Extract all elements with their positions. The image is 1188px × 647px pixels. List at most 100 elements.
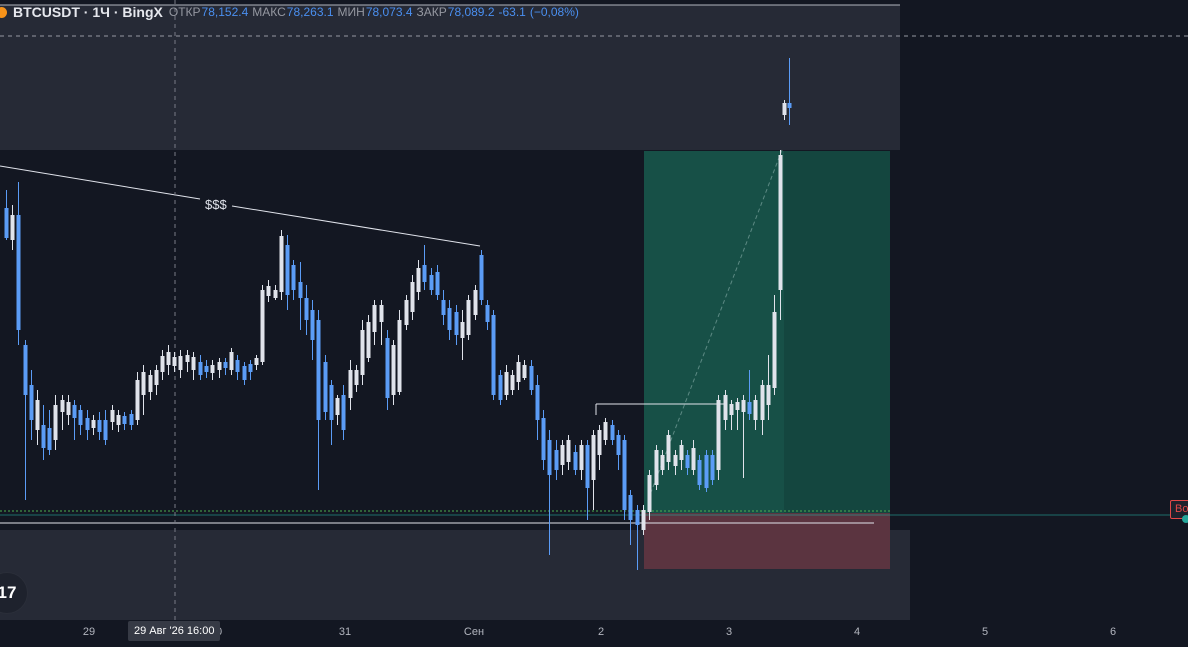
candle-body <box>782 103 787 115</box>
candle-body <box>85 418 90 430</box>
candle-body <box>710 455 715 480</box>
candle-body <box>223 362 228 368</box>
annotation-label: $$$ <box>205 197 227 212</box>
time-label: Сен <box>463 626 485 638</box>
candle-body <box>78 410 83 425</box>
candle-body <box>622 440 627 510</box>
long-position-stop-zone <box>644 513 890 569</box>
candle-body <box>229 352 234 370</box>
candle-body <box>716 400 721 470</box>
candle-body <box>529 366 534 390</box>
candle-body <box>772 312 777 388</box>
high-label: МАКС <box>252 5 286 19</box>
candle-body <box>91 420 96 428</box>
candle-body <box>685 455 690 468</box>
candle-body <box>135 380 140 420</box>
upper-range-zone <box>0 5 900 150</box>
price-alert-text: Bo <box>1175 503 1188 515</box>
candle-body <box>217 362 222 370</box>
candle-body <box>41 425 46 448</box>
candle-body <box>547 440 552 475</box>
candle-body <box>447 308 452 330</box>
time-label: 6 <box>1109 626 1117 638</box>
candle-body <box>541 418 546 460</box>
candle-body <box>35 400 40 430</box>
candle-body <box>704 455 709 488</box>
candle-body <box>616 435 621 455</box>
candle-body <box>279 236 284 292</box>
candle-body <box>404 300 409 325</box>
candle-body <box>597 430 602 455</box>
candle-body <box>154 370 159 385</box>
candle-body <box>248 364 253 372</box>
candle-body <box>397 320 402 392</box>
candle-body <box>566 440 571 462</box>
candle-body <box>160 356 165 372</box>
candle-body <box>673 455 678 466</box>
candle-body <box>410 282 415 312</box>
candle-body <box>697 460 702 485</box>
candle-body <box>747 402 752 414</box>
candle-body <box>603 422 608 440</box>
candle-body <box>341 395 346 430</box>
candle-body <box>666 435 671 462</box>
candle-body <box>291 265 296 290</box>
candle-body <box>323 362 328 412</box>
time-label: 3 <box>725 626 733 638</box>
candle-body <box>366 322 371 358</box>
candle-body <box>60 400 65 412</box>
candle-body <box>185 355 190 362</box>
low-label: МИН <box>337 5 365 19</box>
candle-body <box>679 445 684 460</box>
logo-text: 17 <box>0 583 17 602</box>
candle-body <box>522 365 527 378</box>
candle-body <box>422 265 427 282</box>
candle-body <box>310 310 315 340</box>
open-value: 78,152.4 <box>201 5 249 19</box>
candle-body <box>573 452 578 470</box>
candle-body <box>429 275 434 290</box>
candle-body <box>729 404 734 415</box>
candle-body <box>554 450 559 470</box>
candle-body <box>723 395 728 420</box>
candle-body <box>53 405 58 440</box>
candle-body <box>787 103 792 108</box>
symbol-name[interactable]: BTCUSDT · 1Ч · BingX <box>13 4 163 20</box>
candle-body <box>66 402 71 415</box>
candle-body <box>266 286 271 296</box>
candle-body <box>391 345 396 395</box>
change-value: -63.1 <box>498 5 526 19</box>
candle-body <box>198 362 203 375</box>
ohlc-values: ОТКР 78,152.4 МАКС 78,263.1 МИН 78,073.4 ЗА… <box>169 5 579 19</box>
candle-body <box>72 405 77 418</box>
price-alert-tag[interactable]: Bo <box>1170 500 1188 519</box>
candle-body <box>254 358 259 365</box>
candle-body <box>372 305 377 332</box>
candle-body <box>29 385 34 420</box>
candle-body <box>498 375 503 400</box>
candle-body <box>273 290 278 298</box>
candle-body <box>466 300 471 335</box>
candle-body <box>647 475 652 512</box>
candle-body <box>23 345 28 395</box>
candle-body <box>129 414 134 425</box>
candle-body <box>510 375 515 390</box>
candle-body <box>760 385 765 420</box>
candle-body <box>210 365 215 373</box>
time-axis[interactable]: 29 31 Сен 2 3 4 5 6 0 29 Авг '26 16:00 <box>0 620 1188 642</box>
liquidity-trendline-right <box>231 205 481 247</box>
candle-body <box>316 320 321 420</box>
candle-body <box>753 400 758 420</box>
candle-body <box>16 215 21 330</box>
candle-body <box>110 410 115 422</box>
candle-body <box>591 435 596 480</box>
candle-body <box>560 445 565 465</box>
candle-body <box>329 385 334 420</box>
candle-body <box>122 416 127 424</box>
candle-body <box>354 370 359 385</box>
candle-body <box>579 445 584 470</box>
time-label: 29 <box>82 626 96 638</box>
candle-body <box>285 245 290 295</box>
